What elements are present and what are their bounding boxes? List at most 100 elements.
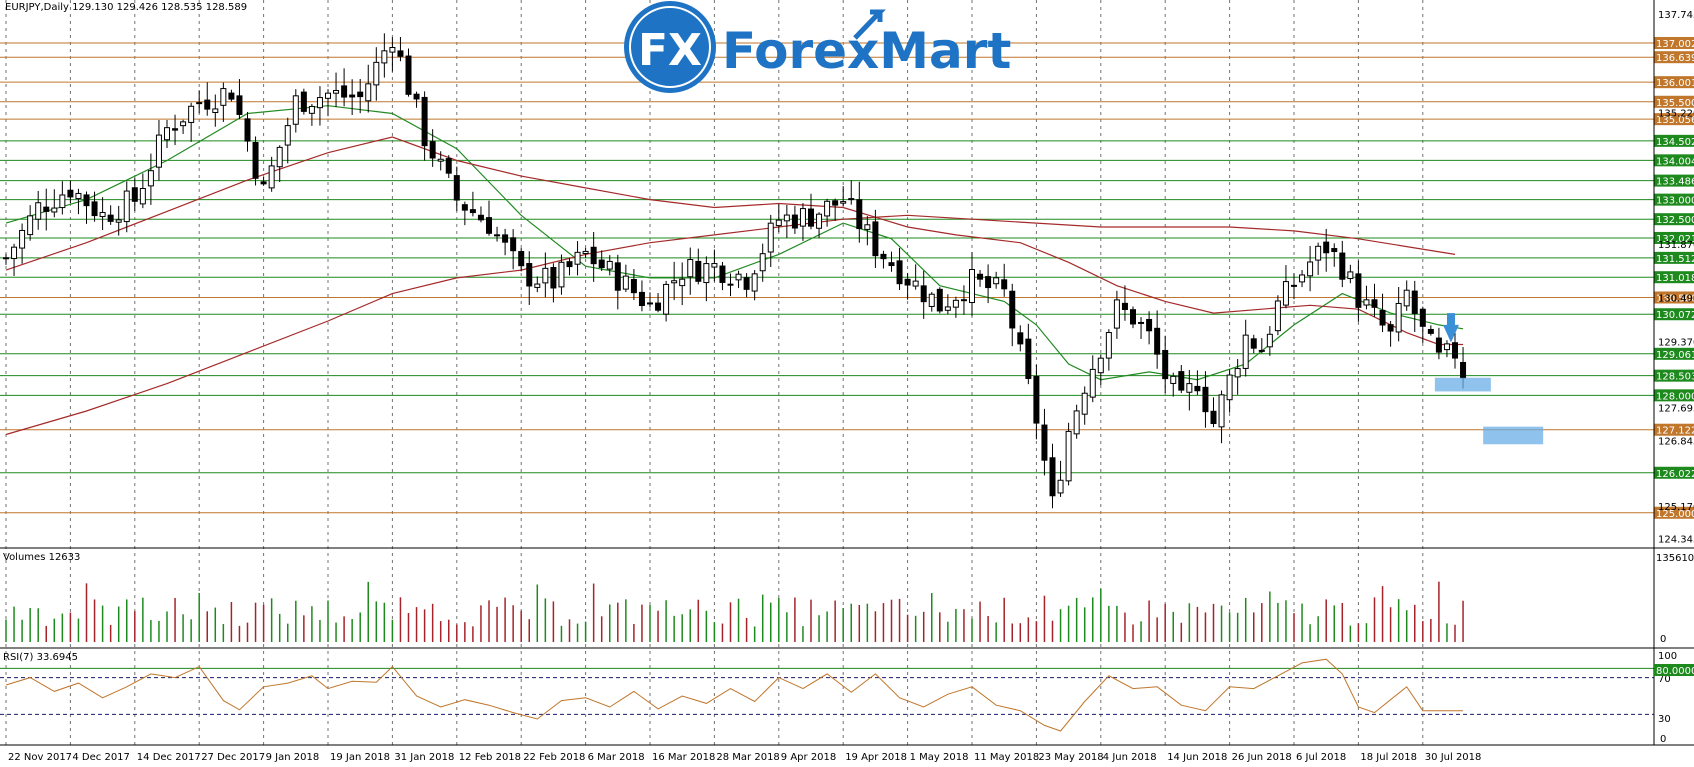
price-tick-7: 125.170 — [1658, 502, 1694, 513]
candle-body-173 — [1395, 302, 1402, 333]
candle-body-168 — [1355, 273, 1362, 308]
candle-body-40 — [325, 92, 331, 99]
candle-body-88 — [711, 263, 718, 268]
candle-body-5 — [43, 206, 50, 212]
candle-body-172 — [1387, 324, 1394, 332]
level-tag-0 — [1654, 36, 1694, 49]
candle-body-112 — [904, 278, 911, 286]
candle-body-16 — [131, 187, 138, 202]
level-label-20: 125.000 — [1656, 509, 1694, 520]
candle-body-1 — [11, 246, 18, 260]
candle-body-129 — [1041, 424, 1048, 461]
level-label-12: 131.018 — [1656, 273, 1694, 284]
level-label-11: 131.512 — [1656, 254, 1694, 265]
candle-body-115 — [928, 293, 935, 307]
candle-body-149 — [1202, 386, 1209, 413]
candle-body-47 — [381, 50, 388, 64]
date-label-18: 14 Jun 2018 — [1167, 752, 1227, 763]
candle-body-41 — [333, 89, 340, 94]
candle-body-102 — [824, 200, 831, 217]
date-label-11: 28 Mar 2018 — [716, 752, 779, 763]
candle-body-108 — [872, 221, 879, 257]
target-zone-2 — [1483, 426, 1544, 445]
candle-body-9 — [75, 192, 82, 200]
candle-body-49 — [397, 50, 404, 57]
level-tag-10 — [1654, 231, 1694, 244]
rsi-tick-70: 70 — [1658, 674, 1671, 685]
candle-body-75 — [606, 260, 613, 270]
candle-body-74 — [598, 259, 605, 269]
candle-body-178 — [1435, 337, 1442, 353]
candle-body-97 — [783, 214, 790, 222]
level-label-9: 132.500 — [1656, 215, 1694, 226]
candle-body-55 — [445, 158, 452, 174]
candle-body-158 — [1274, 300, 1281, 332]
rsi-tick-100: 100 — [1658, 651, 1677, 662]
candle-body-90 — [727, 283, 734, 286]
date-label-3: 27 Dec 2017 — [201, 752, 265, 763]
candle-body-11 — [91, 201, 98, 217]
date-label-15: 11 May 2018 — [974, 752, 1039, 763]
candle-body-69 — [558, 261, 565, 288]
date-label-13: 19 Apr 2018 — [845, 752, 907, 763]
sell-arrow-icon — [1442, 313, 1459, 343]
target-zone-1 — [1434, 377, 1491, 392]
candle-body-45 — [365, 83, 372, 102]
candle-body-137 — [1105, 332, 1112, 359]
annotations — [1434, 313, 1544, 445]
candle-body-63 — [510, 237, 517, 252]
candle-body-143 — [1154, 327, 1161, 355]
candle-body-80 — [647, 302, 653, 305]
candle-body-29 — [236, 95, 243, 115]
candle-body-181 — [1460, 361, 1467, 379]
date-label-14: 1 May 2018 — [910, 752, 969, 763]
candle-body-15 — [123, 190, 130, 223]
candle-body-148 — [1194, 385, 1201, 392]
level-tag-6 — [1654, 154, 1694, 167]
candle-body-166 — [1339, 252, 1346, 280]
candle-body-46 — [373, 61, 380, 86]
candle-body-86 — [695, 260, 702, 282]
candle-body-140 — [1130, 309, 1136, 325]
candle-body-118 — [952, 299, 959, 308]
candle-body-176 — [1419, 308, 1426, 327]
candle-body-150 — [1210, 410, 1217, 425]
candle-body-38 — [308, 105, 315, 114]
logo-mark: FX — [638, 25, 702, 76]
level-tag-15 — [1654, 347, 1694, 360]
candle-body-33 — [268, 165, 275, 189]
candle-body-89 — [719, 265, 726, 283]
candle-body-59 — [477, 214, 484, 221]
moving-averages — [5, 105, 1464, 436]
level-tag-12 — [1654, 271, 1694, 284]
price-tick-8: 124.345 — [1658, 534, 1694, 545]
rsi-level-label: 80.0000 — [1656, 666, 1694, 677]
rsi-label: RSI(7) 33.6945 — [3, 652, 78, 663]
moving-average-1 — [5, 136, 1464, 346]
level-tag-8 — [1654, 193, 1694, 206]
candle-body-111 — [896, 260, 903, 285]
candle-body-130 — [1049, 457, 1056, 497]
candle-body-23 — [188, 105, 195, 123]
candle-body-144 — [1162, 349, 1169, 380]
time-axis: 22 Nov 2017 4 Dec 2017 14 Dec 2017 27 Dec 2… — [8, 752, 1481, 763]
date-label-17: 4 Jun 2018 — [1103, 752, 1157, 763]
candle-body-78 — [630, 279, 637, 294]
price-tick-0: 137.745 — [1658, 10, 1694, 21]
candle-body-151 — [1218, 394, 1225, 428]
candle-body-131 — [1057, 479, 1064, 494]
level-tag-20 — [1654, 506, 1694, 519]
candle-body-50 — [405, 55, 412, 95]
horizontal-levels: 137.002 136.639 136.001 135.500 135.056 134.5… — [0, 36, 1694, 520]
level-label-3: 135.500 — [1656, 98, 1694, 109]
candle-body-30 — [244, 118, 251, 142]
level-tag-1 — [1654, 51, 1694, 64]
candle-body-27 — [220, 88, 227, 106]
candle-body-61 — [494, 234, 501, 237]
candle-body-167 — [1347, 271, 1354, 280]
candle-body-175 — [1411, 290, 1418, 314]
candle-body-93 — [751, 273, 758, 292]
candle-body-32 — [260, 181, 267, 185]
candle-body-7 — [59, 194, 66, 209]
